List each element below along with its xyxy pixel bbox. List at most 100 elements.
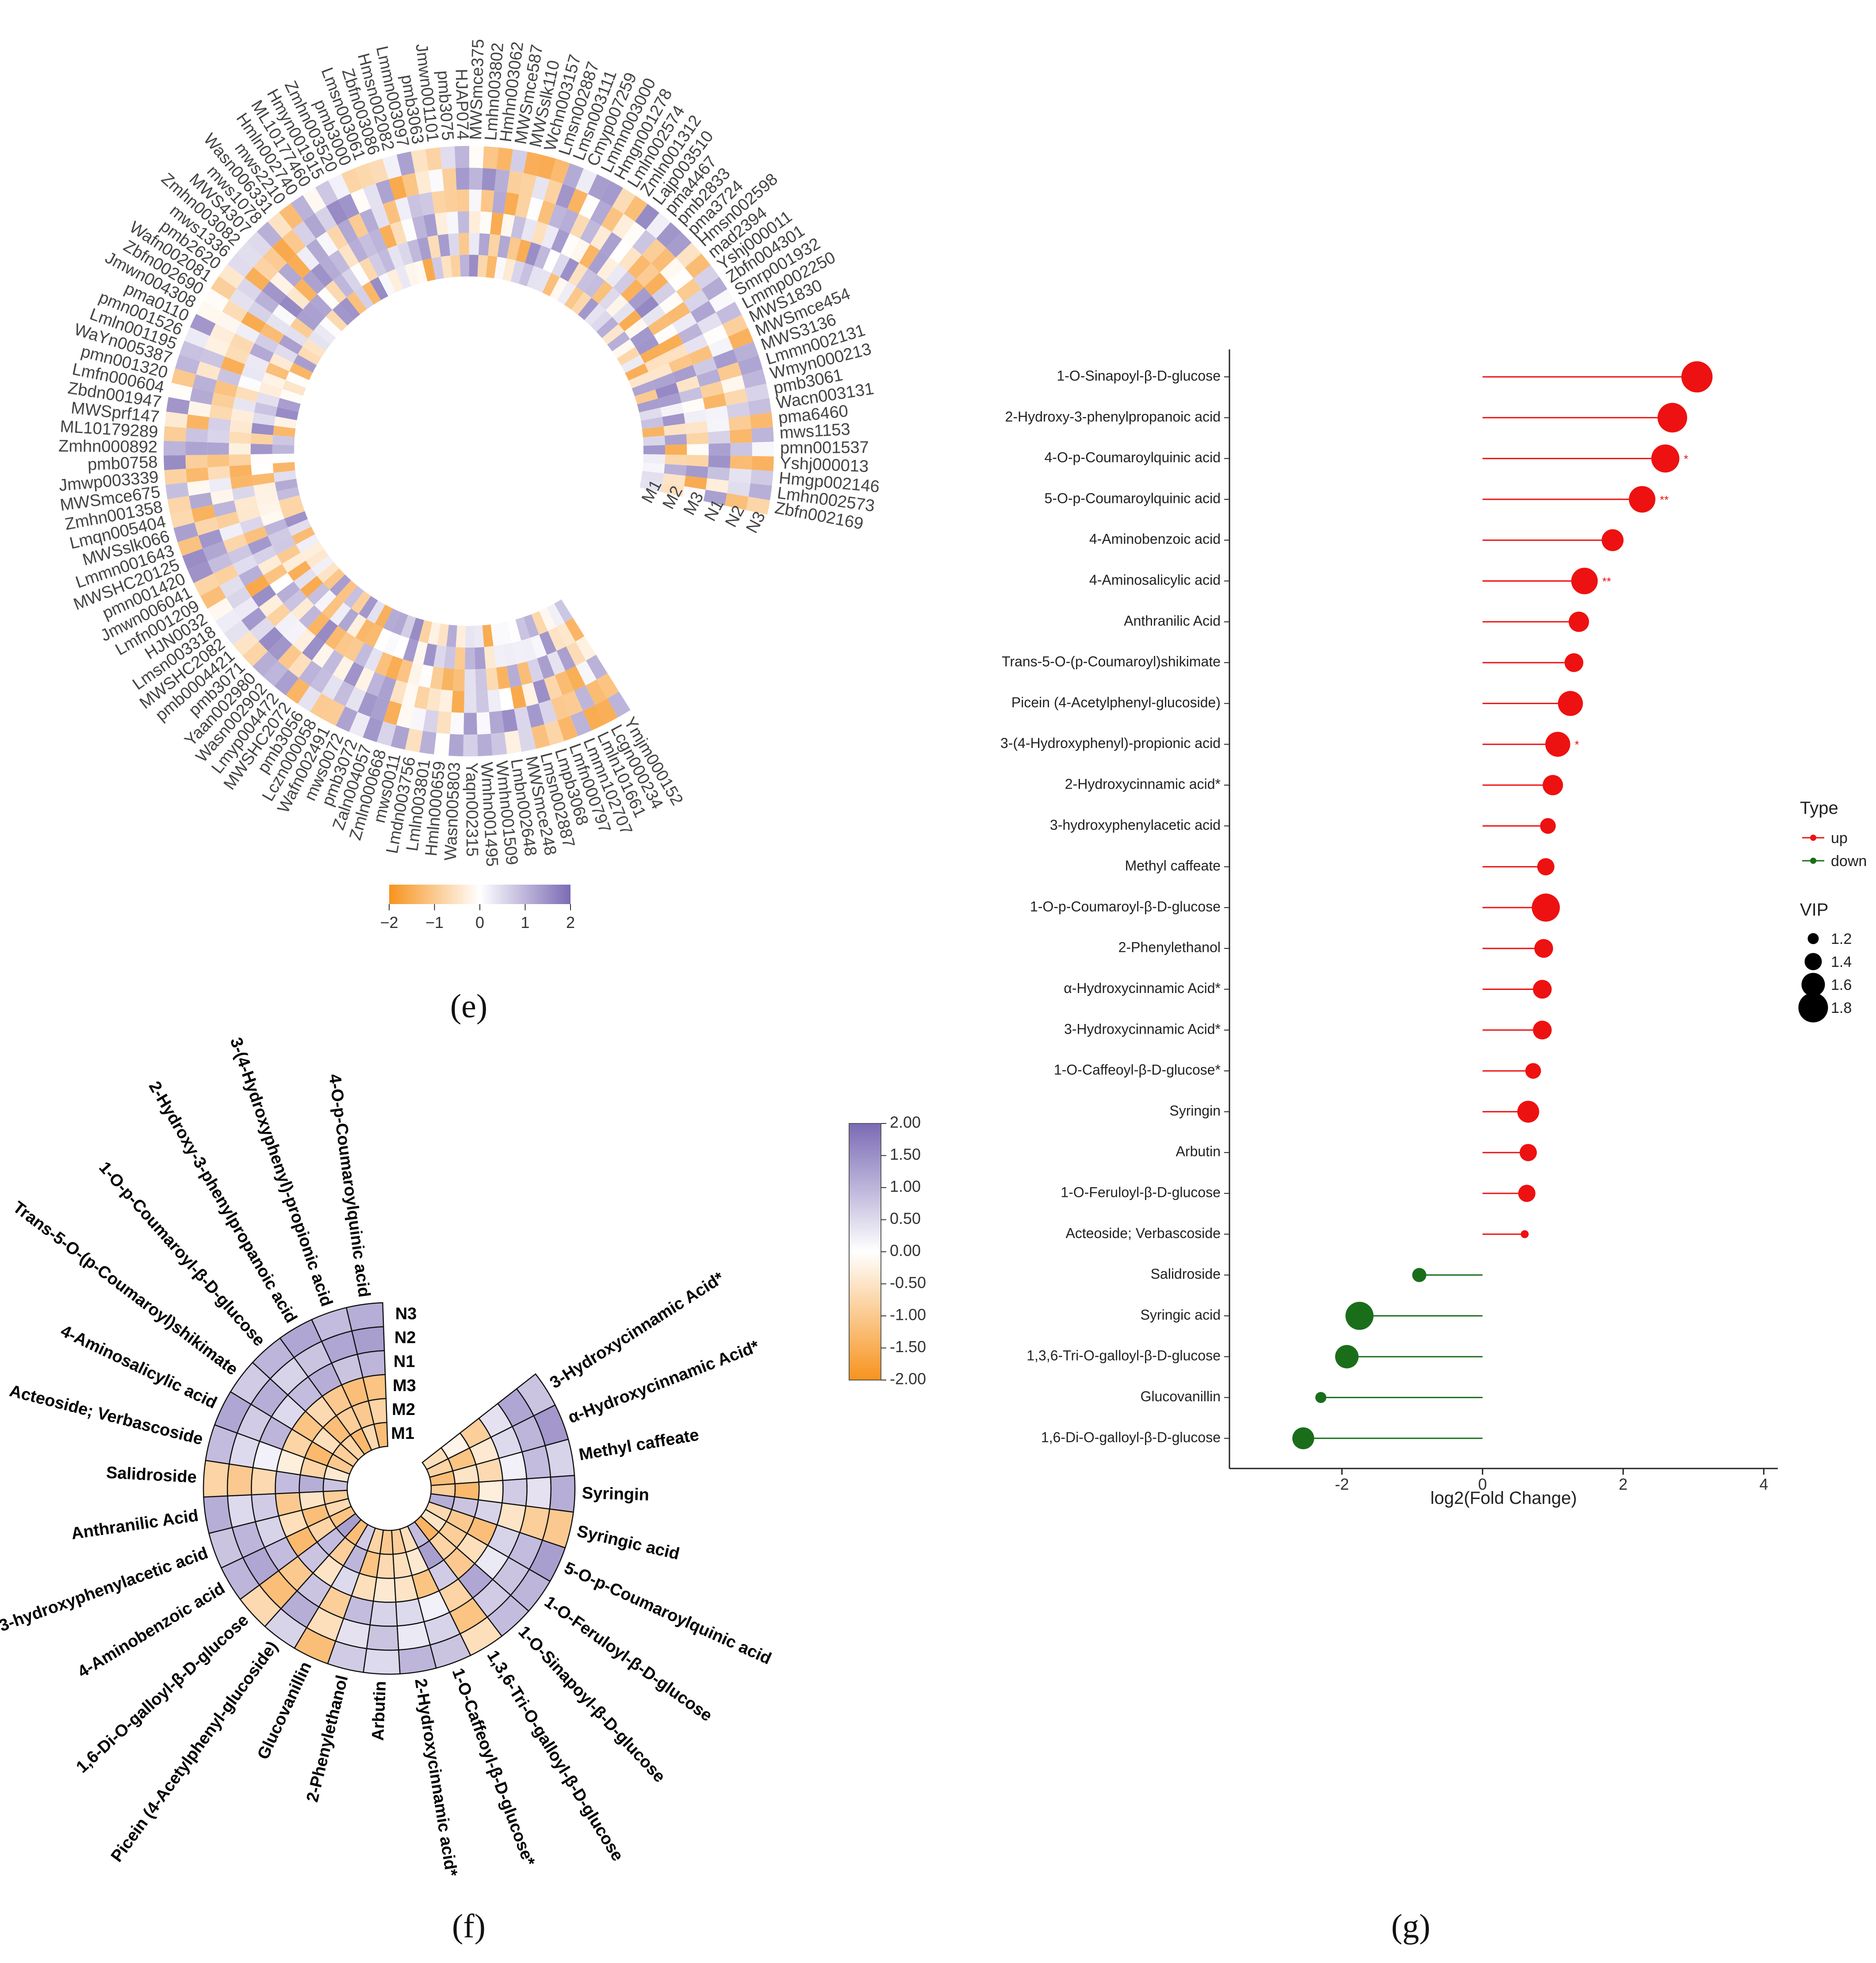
heat-cell (663, 423, 686, 436)
heat-cell (354, 643, 374, 667)
heat-cell (440, 146, 456, 169)
heat-cell (596, 317, 619, 338)
panel-f-label: (f) (452, 1908, 486, 1945)
heat-cell (164, 426, 187, 442)
heat-cell (624, 318, 648, 339)
lollipop-dot (1345, 1302, 1374, 1330)
legend-vip-dot (1804, 953, 1822, 970)
lollipop-dot (1315, 1392, 1327, 1403)
heat-cell (502, 258, 516, 282)
heat-cell (284, 326, 308, 347)
heat-cell (475, 668, 488, 691)
heat-cell (385, 656, 403, 680)
heat-cell (681, 398, 705, 414)
heat-cell (742, 369, 766, 389)
heat-cell (643, 445, 666, 455)
heat-cell (724, 388, 748, 406)
heat-cell (329, 574, 351, 597)
heat-cell (660, 257, 685, 282)
heat-cell (506, 664, 522, 688)
heat-cell (600, 232, 622, 257)
heat-cell (351, 1326, 385, 1355)
heat-cell (315, 180, 338, 207)
heat-cell (370, 696, 390, 721)
heat-cell (272, 435, 295, 445)
heat-cell (707, 418, 730, 433)
metabolite-label: 1-O-Caffeoyl-β-D-glucose* (1054, 1062, 1221, 1078)
heat-cell (600, 180, 624, 207)
heat-cell (651, 248, 676, 272)
heat-cell (448, 734, 464, 756)
heat-cell (192, 374, 217, 393)
heat-cell (321, 675, 344, 700)
heat-cell (231, 408, 254, 423)
heat-cell (647, 314, 672, 336)
heat-cell (683, 409, 707, 424)
feature-label: Syringin (582, 1484, 649, 1504)
heat-cell (240, 516, 264, 534)
heat-cell (186, 414, 210, 430)
heat-cell (559, 257, 579, 282)
heat-cell (662, 413, 685, 426)
heat-cell (750, 412, 773, 429)
metabolite-label: Acteoside; Verbascoside (1066, 1225, 1221, 1241)
heat-cell (316, 619, 338, 644)
lollipop-dot (1531, 893, 1560, 922)
heat-cell (642, 462, 665, 474)
heat-cell (492, 191, 507, 214)
heat-cell (375, 652, 393, 676)
heat-cell (469, 189, 482, 212)
heat-cell (564, 617, 585, 642)
heat-cell (463, 713, 478, 735)
heat-cell (260, 323, 284, 344)
heat-cell (390, 221, 407, 245)
legend-vip-dot (1801, 973, 1825, 997)
lollipop-dot (1292, 1427, 1314, 1449)
heat-cell (179, 341, 205, 361)
heat-cell (409, 617, 424, 641)
heat-cell (329, 602, 351, 626)
heat-cell (391, 612, 408, 636)
heat-cell (323, 568, 345, 590)
heat-cell (516, 239, 532, 263)
lollipop-dot (1681, 361, 1713, 393)
heat-cell (590, 225, 612, 250)
heat-cell (506, 170, 524, 195)
panel-e-colorbar: −2 −1 0 1 2 (380, 885, 575, 932)
heat-cell (613, 271, 636, 295)
heat-cell (373, 628, 392, 652)
heat-cell (437, 623, 449, 647)
heat-cell (188, 401, 211, 418)
heat-cell (746, 496, 770, 515)
heat-cell (414, 686, 430, 709)
heat-cell (254, 291, 279, 314)
heat-cell (207, 466, 230, 480)
heat-cell (300, 575, 323, 598)
heat-cell (584, 303, 606, 326)
heat-cell (547, 627, 567, 651)
heat-cell (241, 364, 266, 382)
colorbar-tick-label: 1.00 (890, 1177, 921, 1196)
feature-label: 1-O-Sinapoyl-β-D-glucose (514, 1622, 669, 1786)
heat-cell (511, 215, 526, 240)
heat-cell (401, 218, 417, 242)
feature-label: Yaqn002315 (462, 763, 481, 857)
heat-cell (187, 480, 211, 496)
heat-cell (237, 242, 263, 267)
heat-cell (229, 464, 252, 478)
colorbar-tick-label: 2.00 (890, 1113, 921, 1131)
heat-cell (708, 430, 731, 444)
heat-cell (648, 363, 673, 381)
heat-cell (418, 664, 434, 688)
legend-vip-label: 1.2 (1831, 931, 1852, 947)
heat-cell (364, 647, 383, 672)
heat-cell (450, 712, 464, 735)
lollipop-dot (1517, 1100, 1539, 1123)
heat-cell (204, 336, 230, 357)
heat-cell (531, 724, 551, 749)
lollipop-dot (1533, 980, 1552, 999)
lollipop-dot (1545, 732, 1570, 757)
feature-label: HJAP074 (452, 69, 472, 140)
panel-g-legend: Type up down VIP 1.2 1.4 1.6 1.8 (1798, 798, 1867, 1023)
heat-cell (173, 522, 199, 542)
